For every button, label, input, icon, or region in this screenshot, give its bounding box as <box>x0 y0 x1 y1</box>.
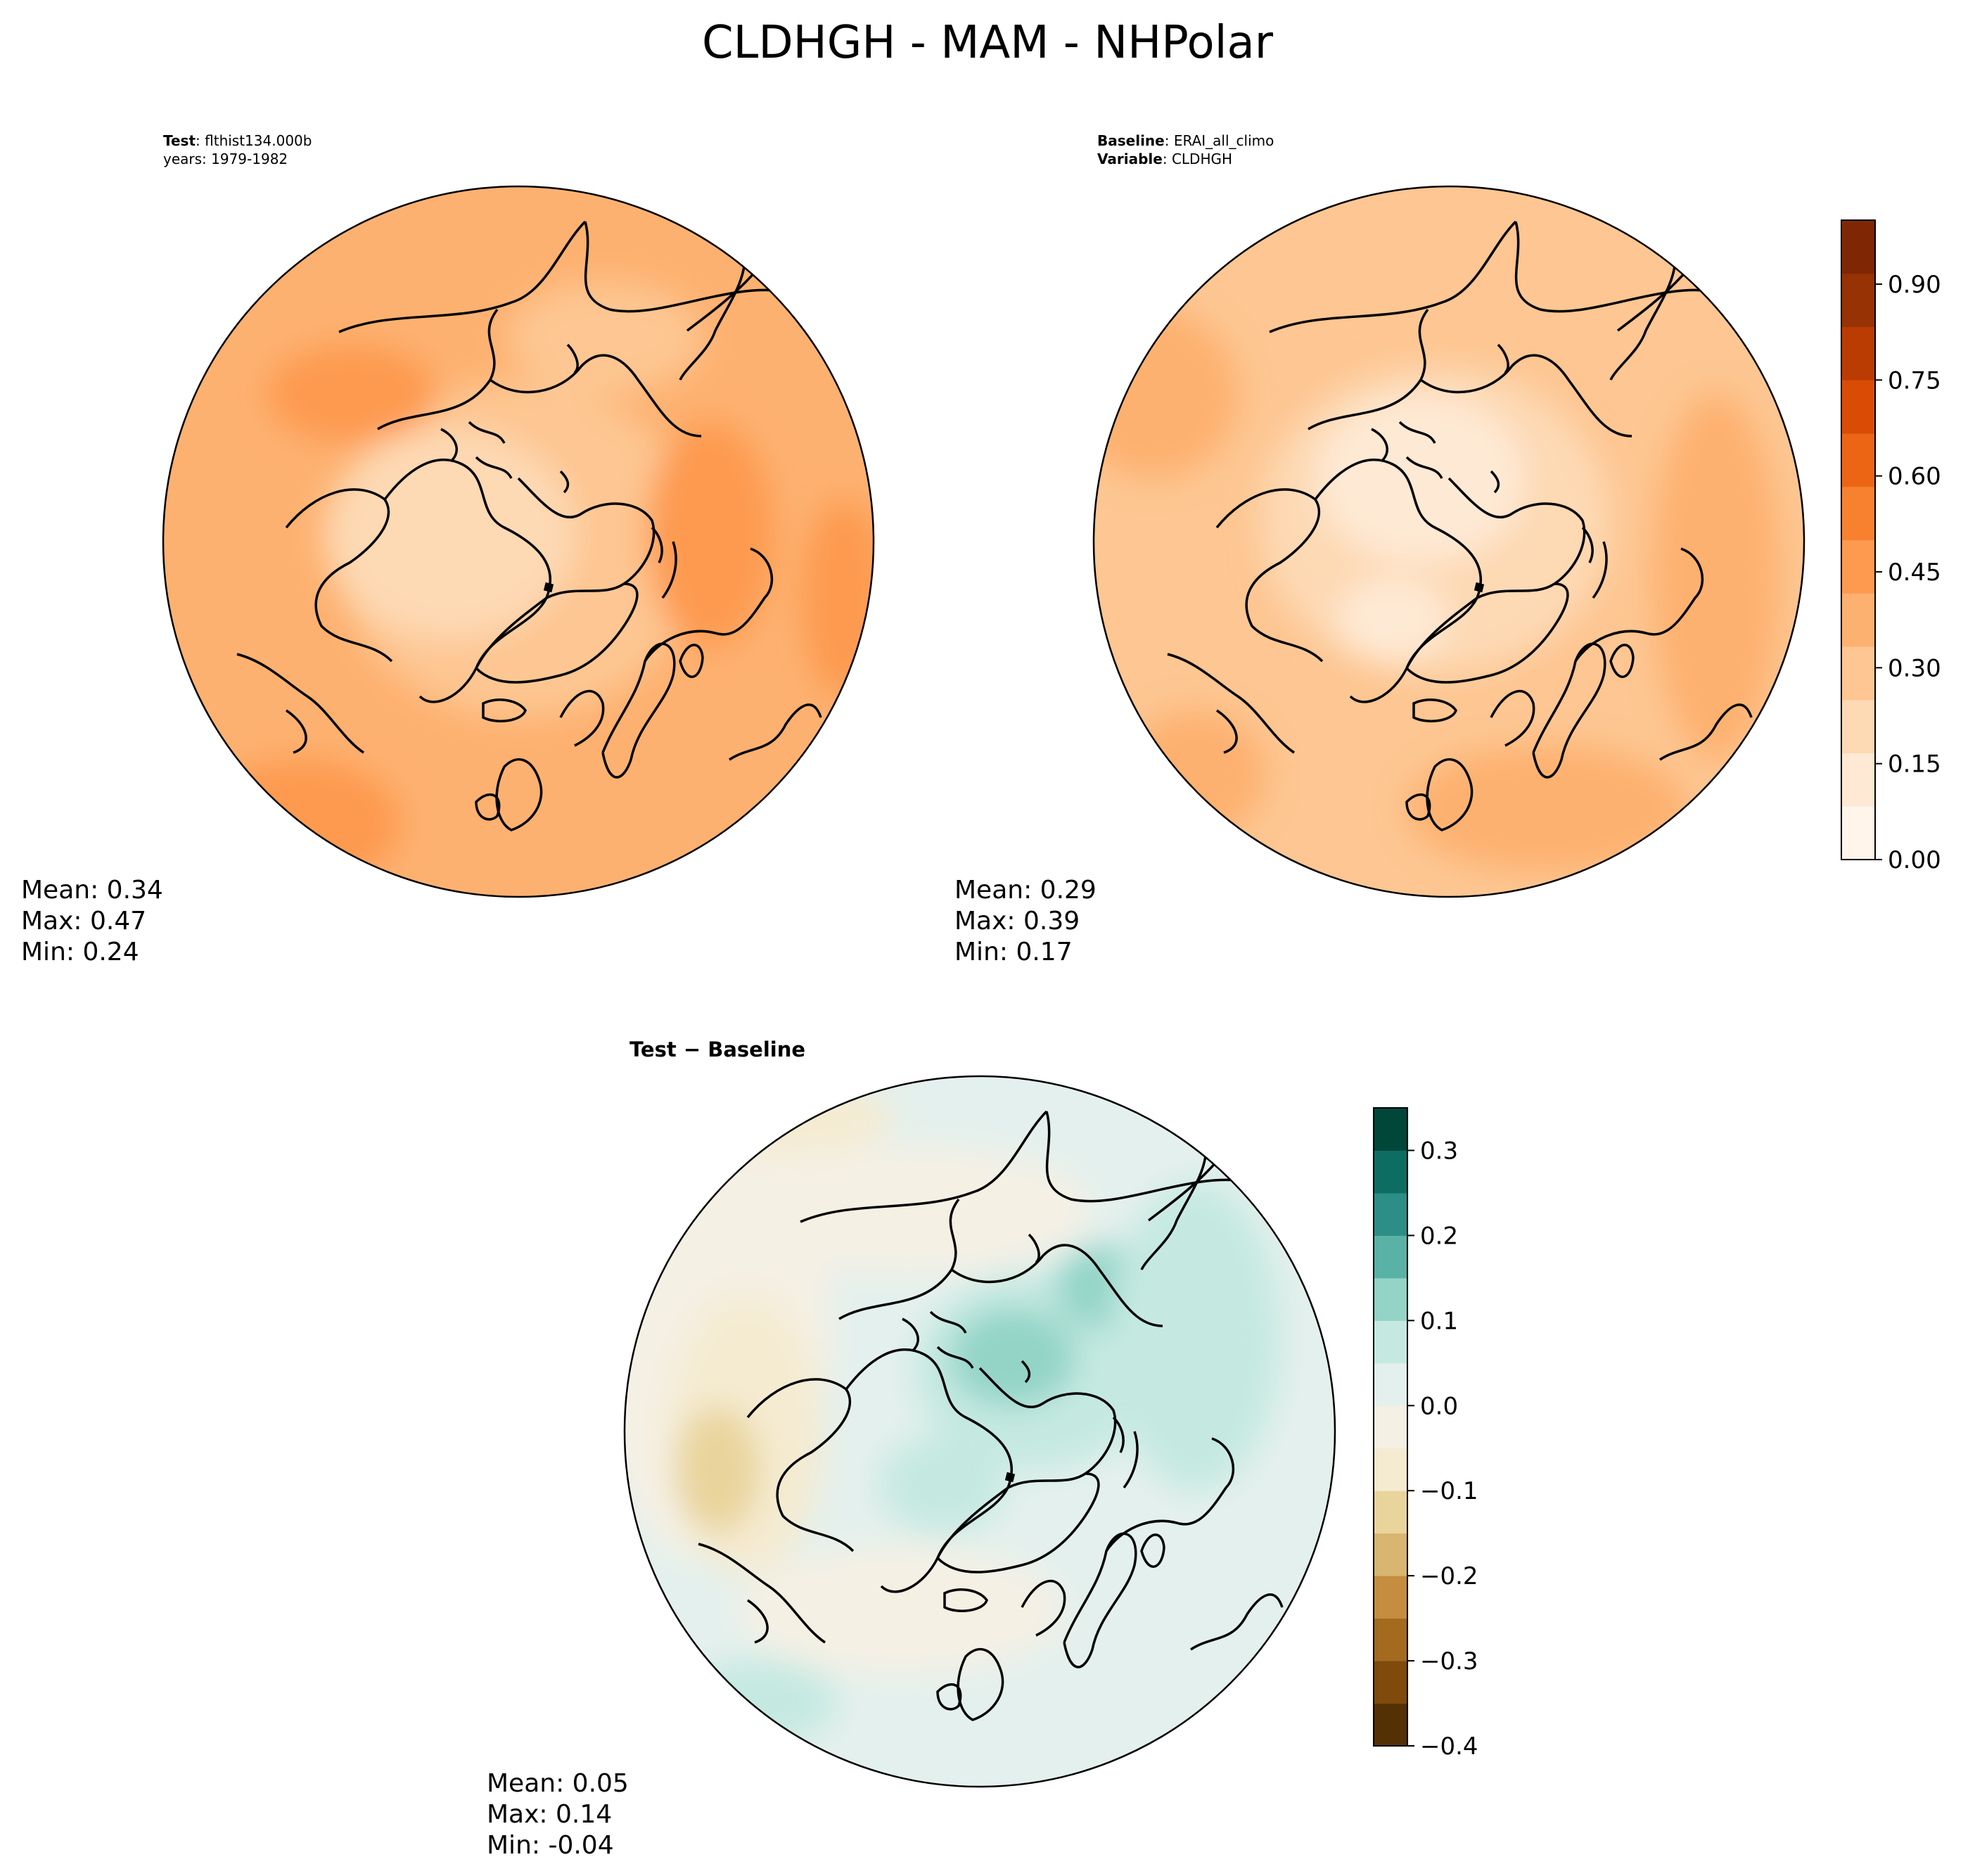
difference-colorbar-swatch <box>1374 1448 1407 1491</box>
baseline-stat-mean: Mean: 0.29 <box>954 876 1097 905</box>
baseline-colorbar-swatch <box>1841 699 1875 753</box>
test-label-bold: Test <box>163 132 196 149</box>
difference-colorbar-tick-label: 0.0 <box>1420 1392 1458 1420</box>
test-stat-min: Min: 0.24 <box>21 938 139 966</box>
svg-text:Variable: CLDHGH: Variable: CLDHGH <box>1097 151 1232 167</box>
difference-colorbar-tick-label: −0.1 <box>1420 1477 1478 1505</box>
baseline-colorbar-tick-label: 0.75 <box>1888 366 1941 395</box>
difference-colorbar-swatch <box>1374 1533 1407 1576</box>
difference-colorbar-swatch <box>1374 1491 1407 1534</box>
baseline-colorbar-tick-label: 0.45 <box>1888 559 1941 587</box>
baseline-colorbar-tick-label: 0.90 <box>1888 271 1941 299</box>
panel-difference: Test − Baseline Mean: 0.05 Max: 0.14 <box>487 1038 1336 1860</box>
difference-colorbar-swatch <box>1374 1235 1407 1279</box>
test-label-value: flthist134.000b <box>205 132 312 149</box>
difference-colorbar-tick-label: 0.1 <box>1420 1307 1458 1335</box>
difference-colorbar-swatch <box>1374 1703 1407 1747</box>
svg-text:Min: 0.17: Min: 0.17 <box>954 938 1073 966</box>
baseline-colorbar-swatch <box>1841 380 1875 434</box>
svg-text:Max: 0.14: Max: 0.14 <box>487 1800 612 1829</box>
difference-colorbar-swatch <box>1374 1108 1407 1151</box>
svg-text:Min: -0.04: Min: -0.04 <box>487 1831 614 1860</box>
difference-colorbar-tick-label: −0.2 <box>1420 1562 1478 1590</box>
difference-colorbar-frame <box>1373 1107 1408 1747</box>
panel-test: Test: flthist134.000b years: 1979-1982 M… <box>21 132 875 966</box>
baseline-variable-bold: Variable <box>1097 151 1163 167</box>
baseline-colorbar-tick-label: 0.60 <box>1888 463 1941 491</box>
difference-colorbar-swatch <box>1374 1192 1407 1236</box>
baseline-colorbar-swatch <box>1841 593 1875 647</box>
difference-colorbar: −0.4 −0.3 −0.2 −0.1 0.0 0.1 0.2 0.3 <box>1373 1107 1478 1761</box>
baseline-label-value: ERAI_all_climo <box>1174 132 1274 149</box>
difference-colorbar-tick-label: −0.4 <box>1420 1733 1478 1761</box>
difference-colorbar-swatch <box>1374 1405 1407 1449</box>
difference-colorbar-tick-label: 0.2 <box>1420 1222 1458 1250</box>
baseline-colorbar-swatch <box>1841 273 1875 327</box>
test-map <box>163 186 874 897</box>
svg-text:Mean: 0.34: Mean: 0.34 <box>21 876 163 905</box>
baseline-colorbar-swatch <box>1841 433 1875 487</box>
baseline-colorbar-swatch <box>1841 806 1875 860</box>
baseline-stat-min: Min: 0.17 <box>954 938 1073 966</box>
baseline-map <box>1094 186 1804 897</box>
test-sublabel: years: 1979-1982 <box>163 151 288 167</box>
baseline-colorbar-swatch <box>1841 540 1875 594</box>
difference-stat-max: Max: 0.14 <box>487 1800 612 1829</box>
svg-text:Min: 0.24: Min: 0.24 <box>21 938 139 966</box>
baseline-colorbar-swatch <box>1841 326 1875 381</box>
baseline-colorbar-tick-label: 0.15 <box>1888 751 1941 779</box>
baseline-colorbar-frame <box>1841 219 1876 860</box>
baseline-colorbar-tick-label: 0.30 <box>1888 654 1941 682</box>
difference-colorbar-swatch <box>1374 1618 1407 1661</box>
svg-text:Test: flthist134.000b: Test: flthist134.000b <box>163 132 312 149</box>
baseline-colorbar-swatch <box>1841 753 1875 807</box>
difference-colorbar-tick-label: 0.3 <box>1420 1137 1458 1165</box>
difference-stat-min: Min: -0.04 <box>487 1831 614 1860</box>
difference-colorbar-swatch <box>1374 1150 1407 1194</box>
baseline-colorbar-swatch <box>1841 646 1875 701</box>
difference-colorbar-swatch <box>1374 1576 1407 1619</box>
svg-text:Mean: 0.05: Mean: 0.05 <box>487 1769 629 1798</box>
difference-colorbar-swatch <box>1374 1363 1407 1406</box>
test-stat-mean: Mean: 0.34 <box>21 876 163 905</box>
difference-label: Test − Baseline <box>629 1038 805 1061</box>
test-stat-max: Max: 0.47 <box>21 907 146 936</box>
svg-text:Baseline: ERAI_all_climo: Baseline: ERAI_all_climo <box>1097 132 1274 149</box>
difference-colorbar-swatch <box>1374 1320 1407 1364</box>
svg-text:Max: 0.39: Max: 0.39 <box>954 907 1080 936</box>
baseline-stat-max: Max: 0.39 <box>954 907 1080 936</box>
difference-colorbar-tick-label: −0.3 <box>1420 1647 1478 1676</box>
baseline-colorbar-swatch <box>1841 486 1875 540</box>
svg-text:Mean: 0.29: Mean: 0.29 <box>954 876 1097 905</box>
svg-text:Max: 0.47: Max: 0.47 <box>21 907 146 936</box>
difference-map <box>625 1076 1335 1787</box>
difference-colorbar-swatch <box>1374 1277 1407 1321</box>
baseline-colorbar-swatch <box>1841 220 1875 274</box>
difference-colorbar-swatch <box>1374 1661 1407 1704</box>
difference-stat-mean: Mean: 0.05 <box>487 1769 629 1798</box>
baseline-colorbar-tick-label: 0.00 <box>1888 846 1941 874</box>
baseline-variable-value: CLDHGH <box>1172 151 1232 167</box>
baseline-label-bold: Baseline <box>1097 132 1165 149</box>
panel-baseline: Baseline: ERAI_all_climo Variable: CLDHG… <box>954 132 1805 966</box>
figure-title: CLDHGH - MAM - NHPolar <box>702 17 1274 69</box>
baseline-colorbar: 0.00 0.15 0.30 0.45 0.60 0.75 0.90 <box>1841 219 1941 874</box>
